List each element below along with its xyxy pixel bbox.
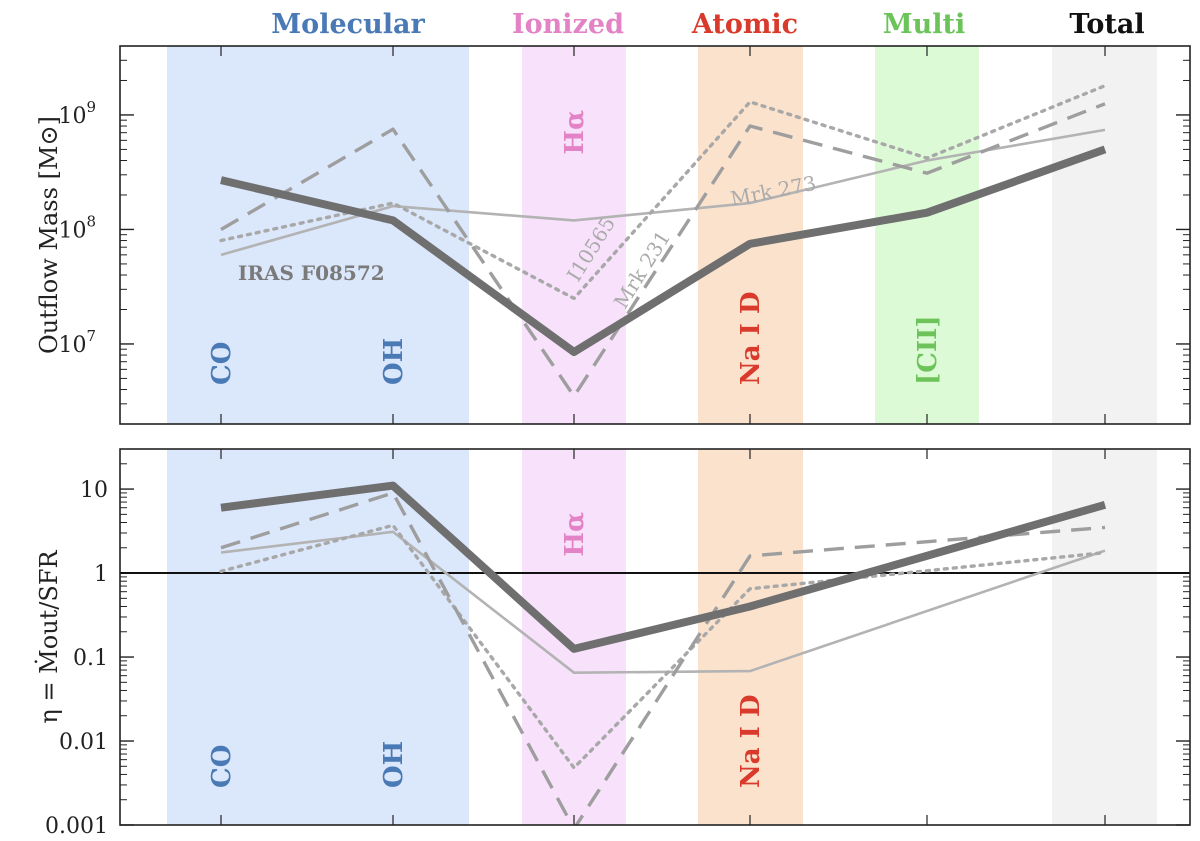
- top-series-iras-f08572: [220, 145, 1107, 356]
- bottom-series-iras-f08572: [220, 481, 1107, 653]
- bottom-band-atomic: [698, 449, 803, 825]
- top-band-label-cii: [CII]: [913, 315, 943, 385]
- header-multi: Multi: [883, 9, 966, 40]
- top-y-tick-label: 107: [58, 327, 96, 358]
- bottom-series-mrk-273: [220, 530, 1106, 674]
- top-band-label-oh: OH: [379, 338, 409, 385]
- bottom-band-label-co: CO: [207, 745, 237, 788]
- bottom-band-label-na-i-d: Na I D: [736, 695, 766, 788]
- top-band-label-layer: CO OH Hα Na I D [CII]: [207, 110, 943, 385]
- top-y-axis-label: Outflow Mass [M⊙]: [35, 116, 63, 354]
- bottom-plot-frame: [119, 448, 1191, 826]
- bottom-band-layer: [167, 449, 1157, 825]
- bottom-series-layer: [219, 481, 1107, 825]
- bottom-y-tick-label: 0.001: [45, 814, 108, 839]
- bottom-y-tick-label: 0.1: [73, 646, 108, 671]
- top-band-layer: [167, 46, 1157, 424]
- phase-header-row: Molecular Ionized Atomic Multi Total: [271, 9, 1144, 40]
- top-series-layer: [219, 84, 1107, 398]
- bottom-band-label-layer: CO OH Hα Na I D: [207, 512, 766, 788]
- bottom-band-label-h: Hα: [560, 512, 590, 557]
- bottom-y-tick-label: 1: [94, 562, 108, 587]
- bottom-series-mrk-231: [220, 491, 1106, 825]
- mass-loading-panel: 0.001 0.01 0.1 1 10 CO OH Hα Na I D η = Ṁout/SF…: [34, 448, 1191, 839]
- bottom-band-label-oh: OH: [379, 741, 409, 788]
- outflow-mass-panel: 107 108 109 CO OH Hα Na I D [CII] Outflow Mass…: [35, 45, 1191, 425]
- annotation-iras: IRAS F08572: [238, 261, 385, 285]
- top-band-label-na-i-d: Na I D: [736, 292, 766, 385]
- top-series-mrk-231: [220, 102, 1106, 398]
- header-atomic: Atomic: [691, 9, 798, 40]
- top-plot-frame: [119, 45, 1191, 425]
- top-band-ionized: [522, 46, 626, 424]
- bottom-y-tick-label: 0.01: [59, 730, 108, 755]
- bottom-y-axis-label: η = Ṁout/SFR: [34, 550, 63, 724]
- top-y-tick-label: 108: [58, 212, 96, 243]
- top-y-tick-label: 109: [58, 98, 96, 129]
- bottom-y-tick-label: 10: [80, 478, 108, 503]
- top-band-multi: [875, 46, 979, 424]
- top-band-label-h: Hα: [560, 110, 590, 155]
- header-molecular: Molecular: [271, 9, 425, 40]
- top-series-i10565: [219, 84, 1107, 301]
- header-ionized: Ionized: [512, 9, 624, 40]
- header-total: Total: [1069, 9, 1144, 40]
- top-band-total: [1052, 46, 1157, 424]
- top-band-label-co: CO: [207, 342, 237, 385]
